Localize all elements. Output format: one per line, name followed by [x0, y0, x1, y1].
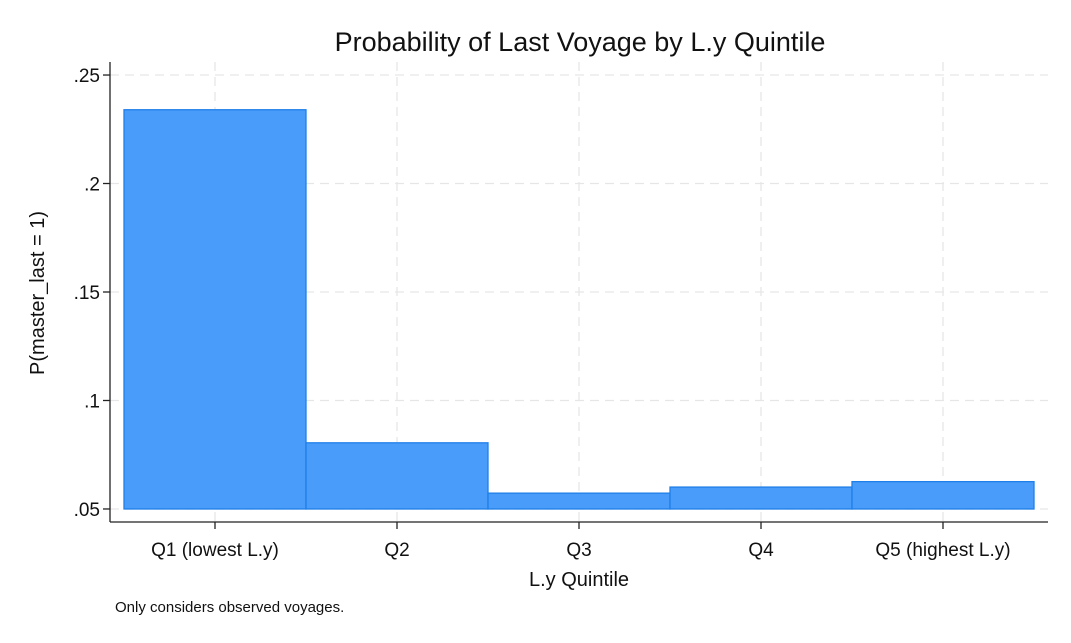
y-tick-label: .25	[74, 66, 100, 87]
x-tick-label: Q1 (lowest L.y)	[151, 540, 279, 561]
y-tick-label: .1	[84, 391, 100, 412]
chart-note: Only considers observed voyages.	[115, 599, 344, 616]
axes: .05 .1 .15 .2 .25 Q1 (lowest L.y) Q2 Q3 Q4 Q5 (hi…	[74, 62, 1048, 561]
y-tick-label: .15	[74, 283, 100, 304]
x-tick-label: Q2	[384, 540, 409, 561]
bar-4	[669, 486, 853, 510]
bar-5	[851, 480, 1035, 510]
chart-title: Probability of Last Voyage by L.y Quinti…	[335, 27, 826, 57]
bars	[123, 109, 1035, 510]
x-axis-label: L.y Quintile	[529, 569, 629, 591]
bar-1	[123, 109, 307, 510]
x-tick-label: Q3	[566, 540, 591, 561]
bar-3	[487, 492, 671, 510]
x-tick-label: Q5 (highest L.y)	[875, 540, 1010, 561]
y-tick-label: .2	[84, 175, 100, 196]
x-tick-label: Q4	[748, 540, 774, 561]
bar-2	[305, 442, 489, 510]
y-axis-label: P(master_last = 1)	[27, 211, 49, 375]
y-tick-label: .05	[74, 500, 100, 521]
